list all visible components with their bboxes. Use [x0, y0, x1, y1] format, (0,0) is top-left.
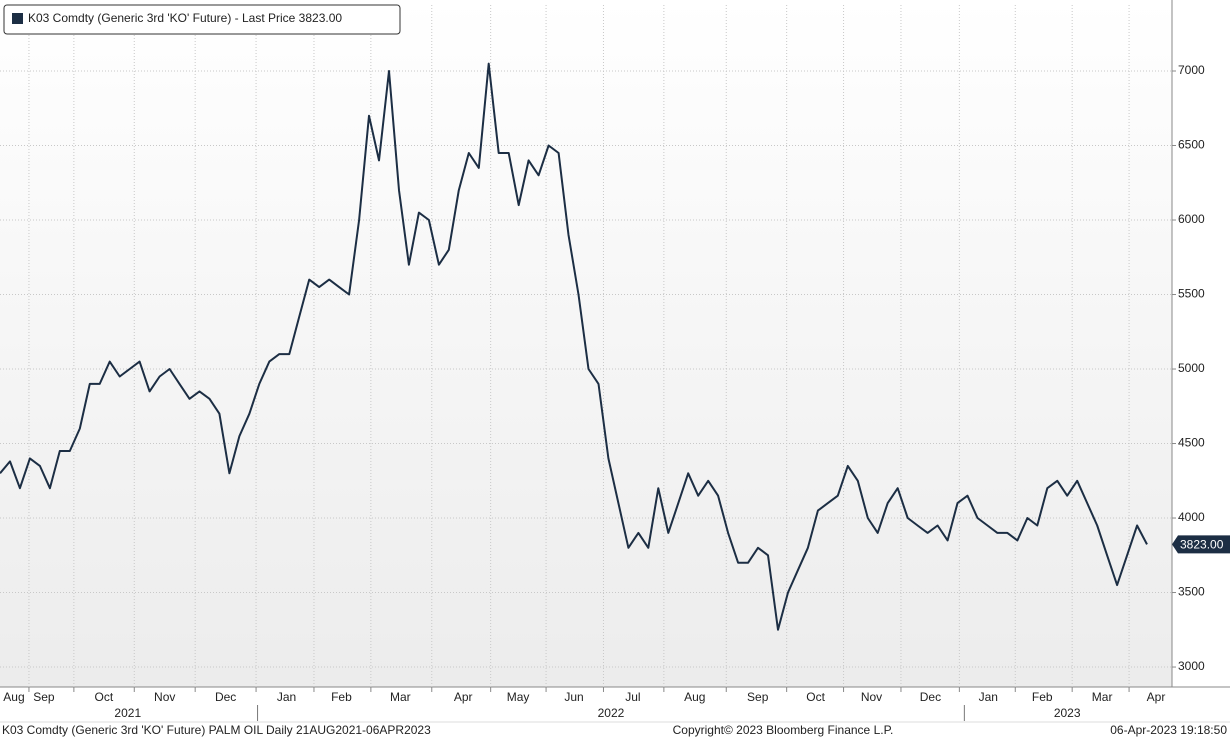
- y-tick-label: 4500: [1178, 436, 1205, 450]
- y-tick-label: 3500: [1178, 585, 1205, 599]
- x-tick-label: Oct: [806, 690, 825, 704]
- y-tick-label: 6000: [1178, 212, 1205, 226]
- last-price-label: 3823.00: [1180, 538, 1224, 552]
- x-tick-label: Feb: [1032, 690, 1053, 704]
- x-tick-label: May: [507, 690, 530, 704]
- y-tick-label: 5500: [1178, 287, 1205, 301]
- x-tick-label: Aug: [684, 690, 705, 704]
- x-tick-label: Dec: [920, 690, 941, 704]
- y-tick-label: 3000: [1178, 659, 1205, 673]
- x-tick-label: Feb: [331, 690, 352, 704]
- year-label: 2021: [114, 706, 141, 720]
- y-tick-label: 7000: [1178, 63, 1205, 77]
- x-tick-label: Jan: [277, 690, 296, 704]
- x-tick-label: Aug: [3, 690, 24, 704]
- price-line: [0, 62, 1148, 631]
- x-tick-label: Apr: [1147, 690, 1166, 704]
- x-tick-label: Nov: [154, 690, 175, 704]
- y-tick-label: 6500: [1178, 138, 1205, 152]
- x-tick-label: Apr: [454, 690, 473, 704]
- x-tick-label: Jul: [625, 690, 640, 704]
- legend-swatch: [12, 13, 23, 24]
- x-tick-label: Jan: [979, 690, 998, 704]
- x-tick-label: Dec: [215, 690, 236, 704]
- legend-box: [3, 4, 401, 35]
- x-tick-label: Sep: [33, 690, 55, 704]
- footer-description: K03 Comdty (Generic 3rd 'KO' Future) PAL…: [2, 723, 431, 737]
- x-tick-label: Jun: [564, 690, 583, 704]
- year-label: 2022: [598, 706, 625, 720]
- x-tick-label: Nov: [861, 690, 882, 704]
- x-tick-label: Oct: [94, 690, 113, 704]
- x-tick-label: Mar: [390, 690, 411, 704]
- x-tick-label: Mar: [1092, 690, 1113, 704]
- legend-label: K03 Comdty (Generic 3rd 'KO' Future) - L…: [28, 11, 342, 25]
- year-label: 2023: [1054, 706, 1081, 720]
- y-tick-label: 5000: [1178, 361, 1205, 375]
- footer-copyright: Copyright© 2023 Bloomberg Finance L.P.: [673, 723, 894, 737]
- y-tick-label: 4000: [1178, 510, 1205, 524]
- x-tick-label: Sep: [747, 690, 769, 704]
- footer-timestamp: 06-Apr-2023 19:18:50: [1110, 723, 1227, 737]
- last-price-box: [1172, 535, 1230, 554]
- legend: K03 Comdty (Generic 3rd 'KO' Future) - L…: [3, 4, 401, 35]
